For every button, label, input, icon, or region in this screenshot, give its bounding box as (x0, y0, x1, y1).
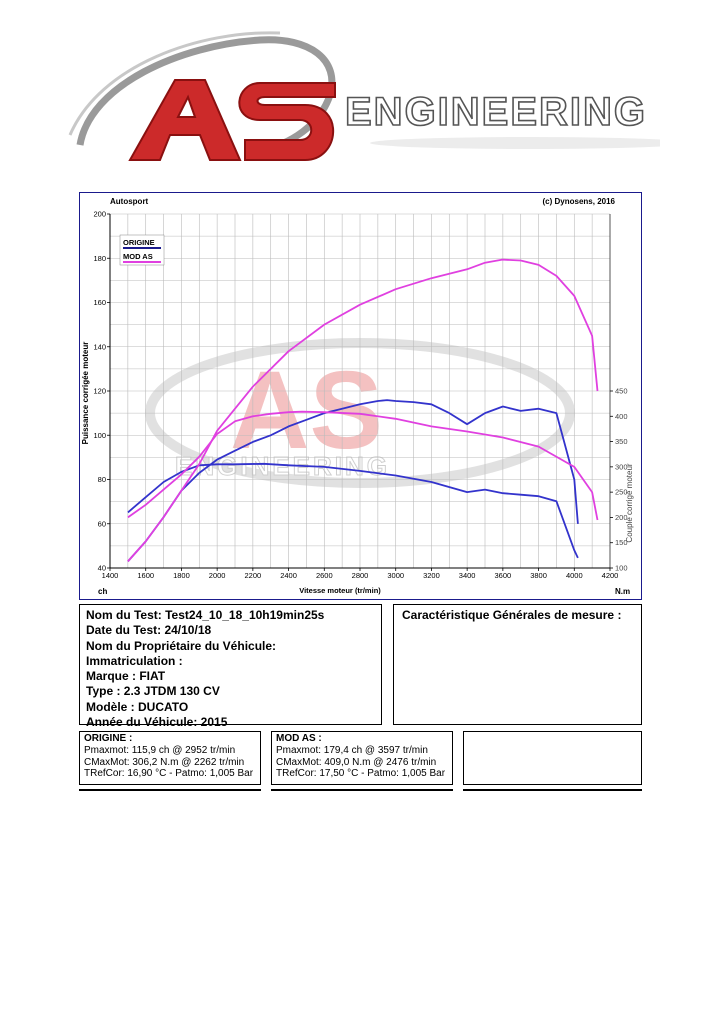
chart-left-label: Autosport (110, 197, 149, 206)
y-axis-label: Puissance corrigée moteur (81, 342, 90, 445)
y2-axis-label: Couple corrigé moteur (625, 463, 634, 542)
mod-as-pmax: Pmaxmot: 179,4 ch @ 3597 tr/min (276, 744, 428, 756)
x-tick-label: 3000 (387, 571, 404, 580)
y-tick-label: 80 (98, 475, 106, 484)
x-tick-label: 3400 (459, 571, 476, 580)
x-tick-label: 3800 (530, 571, 547, 580)
mod-as-results-panel: MOD AS : Pmaxmot: 179,4 ch @ 3597 tr/min… (271, 731, 453, 785)
mod-as-tref: TRefCor: 17,50 °C - Patmo: 1,005 Bar (276, 768, 446, 780)
chart-grid (109, 213, 611, 569)
x-tick-label: 3600 (495, 571, 512, 580)
origine-title: ORIGINE : (84, 733, 133, 744)
measurement-characteristics-panel: Caractéristique Générales de mesure : (393, 604, 642, 725)
y2-tick-label: 350 (615, 437, 628, 446)
results-underline-2 (271, 789, 453, 791)
x-tick-label: 2000 (209, 571, 226, 580)
y-tick-label: 160 (93, 298, 106, 307)
x-axis-label: Vitesse moteur (tr/min) (299, 586, 381, 595)
vehicle-brand: Marque : FIAT (86, 669, 166, 684)
mod-as-title: MOD AS : (276, 733, 322, 744)
y2-tick-label: 450 (615, 387, 628, 396)
mod-as-power-curve (127, 258, 599, 562)
vehicle-model: Modèle : DUCATO (86, 699, 189, 714)
chart-legend: ORIGINE MOD AS (119, 234, 165, 266)
y-tick-label: 100 (93, 431, 106, 440)
origine-cmax: CMaxMot: 306,2 N.m @ 2262 tr/min (84, 756, 245, 768)
legend-origine: ORIGINE (123, 238, 155, 247)
x-tick-label: 2800 (352, 571, 369, 580)
dyno-chart: AS ENGINEERING 1400 1600 1800 2000 2200 2400 2… (81, 197, 634, 596)
logo-brand-text: ENGINEERING (345, 90, 647, 134)
test-name: Nom du Test: Test24_10_18_10h19min25s (86, 608, 325, 622)
y-tick-label: 200 (93, 210, 106, 219)
origine-results-panel: ORIGINE : Pmaxmot: 115,9 ch @ 2952 tr/mi… (79, 731, 261, 785)
x-tick-label: 1600 (137, 571, 154, 580)
legend-mod-as: MOD AS (123, 252, 153, 261)
x-tick-label: 2600 (316, 571, 333, 580)
y2-tick-label: 250 (615, 488, 628, 497)
x-tick-label: 4000 (566, 571, 583, 580)
x-tick-label: 2200 (245, 571, 262, 580)
x-tick-label: 1400 (102, 571, 119, 580)
logo-letter-s (238, 82, 336, 161)
y2-tick-label: 300 (615, 462, 628, 471)
vehicle-year: Année du Véhicule: 2015 (86, 715, 228, 730)
y2-tick-label: 100 (615, 564, 628, 573)
y2-tick-label: 400 (615, 412, 628, 421)
results-underline-3 (463, 789, 642, 791)
x-tick-label: 2400 (280, 571, 297, 580)
mod-as-cmax: CMaxMot: 409,0 N.m @ 2476 tr/min (276, 756, 437, 768)
empty-results-panel (463, 731, 642, 785)
characteristics-title: Caractéristique Générales de mesure : (402, 608, 622, 622)
left-unit-label: ch (98, 587, 107, 596)
test-date: Date du Test: 24/10/18 (86, 623, 212, 638)
y2-tick-label: 150 (615, 538, 628, 547)
vehicle-registration: Immatriculation : (86, 653, 183, 668)
origine-pmax: Pmaxmot: 115,9 ch @ 2952 tr/min (84, 744, 236, 756)
chart-right-label: (c) Dynosens, 2016 (543, 197, 616, 206)
test-info-panel: Nom du Test: Test24_10_18_10h19min25s Da… (79, 604, 382, 729)
x-tick-label: 4200 (602, 571, 619, 580)
y-tick-label: 120 (93, 387, 106, 396)
mod-as-torque-curve (127, 410, 599, 521)
chart-axes: 1400 1600 1800 2000 2200 2400 2600 2800 3000 3200… (93, 210, 627, 581)
vehicle-owner: Nom du Propriétaire du Véhicule: (86, 638, 277, 653)
vehicle-type: Type : 2.3 JTDM 130 CV (86, 684, 220, 699)
chart-series-group (127, 258, 599, 562)
y-tick-label: 140 (93, 342, 106, 351)
right-unit-label: N.m (615, 587, 630, 596)
origine-tref: TRefCor: 16,90 °C - Patmo: 1,005 Bar (84, 768, 254, 780)
y-tick-label: 40 (98, 564, 106, 573)
y-tick-label: 180 (93, 254, 106, 263)
x-tick-label: 3200 (423, 571, 440, 580)
x-tick-label: 1800 (173, 571, 190, 580)
origine-power-curve (127, 399, 579, 562)
as-engineering-logo: ENGINEERING (68, 31, 660, 161)
logo-letter-a (128, 79, 242, 161)
y2-tick-label: 200 (615, 513, 628, 522)
y-tick-label: 60 (98, 519, 106, 528)
dyno-chart-frame: AS ENGINEERING 1400 1600 1800 2000 2200 2400 2… (79, 192, 642, 600)
results-underline-1 (79, 789, 261, 791)
